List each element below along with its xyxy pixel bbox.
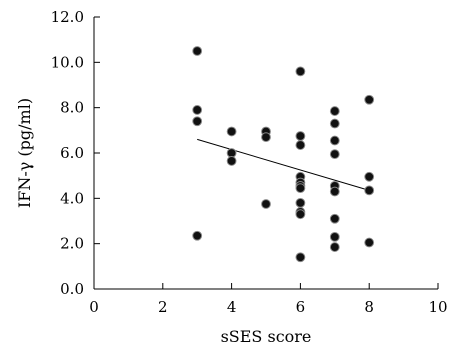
- data-point: [364, 94, 375, 105]
- y-ticks: 0.0 2.0 4.0 6.0 8.0 10.0 12.0: [51, 8, 100, 298]
- data-point: [226, 156, 237, 166]
- data-point: [329, 186, 340, 197]
- data-point: [226, 126, 237, 137]
- data-point: [295, 209, 306, 220]
- trendline-group: [197, 138, 370, 191]
- x-tick-label: 2: [158, 298, 168, 316]
- x-tick-label: 6: [296, 298, 306, 316]
- data-point: [364, 171, 375, 182]
- data-point: [192, 230, 203, 241]
- data-point: [192, 46, 203, 56]
- x-tick-label: 4: [227, 298, 237, 316]
- y-tick-label: 0.0: [60, 280, 84, 298]
- data-point: [364, 237, 375, 248]
- y-tick-label: 10.0: [51, 53, 84, 71]
- x-tick-label: 10: [428, 298, 447, 316]
- data-point: [192, 105, 203, 115]
- data-point: [329, 118, 340, 129]
- data-point: [329, 231, 340, 242]
- data-point: [295, 66, 306, 77]
- data-point: [329, 213, 340, 224]
- data-point: [295, 183, 306, 194]
- data-point: [295, 197, 306, 208]
- data-point: [295, 131, 306, 141]
- data-point: [192, 116, 203, 127]
- regression-line: [197, 138, 370, 191]
- y-tick-label: 4.0: [60, 189, 84, 207]
- y-tick-label: 2.0: [60, 235, 84, 253]
- data-point: [329, 106, 340, 116]
- data-point: [295, 140, 306, 150]
- x-ticks: 0 2 4 6 8 10: [89, 283, 448, 316]
- data-point: [261, 199, 271, 209]
- data-point: [261, 132, 271, 143]
- x-axis-title: sSES score: [221, 327, 312, 346]
- y-tick-label: 8.0: [60, 99, 84, 117]
- data-points: [192, 46, 375, 263]
- data-point: [329, 135, 340, 146]
- axes: [93, 17, 438, 290]
- data-point: [329, 242, 340, 252]
- x-tick-label: 0: [89, 298, 99, 316]
- y-axis-title: IFN-γ (pg/ml): [15, 98, 34, 208]
- x-tick-label: 8: [364, 298, 374, 316]
- data-point: [295, 252, 306, 263]
- y-tick-label: 6.0: [60, 144, 84, 162]
- y-tick-label: 12.0: [51, 8, 84, 26]
- data-point: [329, 149, 340, 160]
- data-point: [364, 185, 375, 196]
